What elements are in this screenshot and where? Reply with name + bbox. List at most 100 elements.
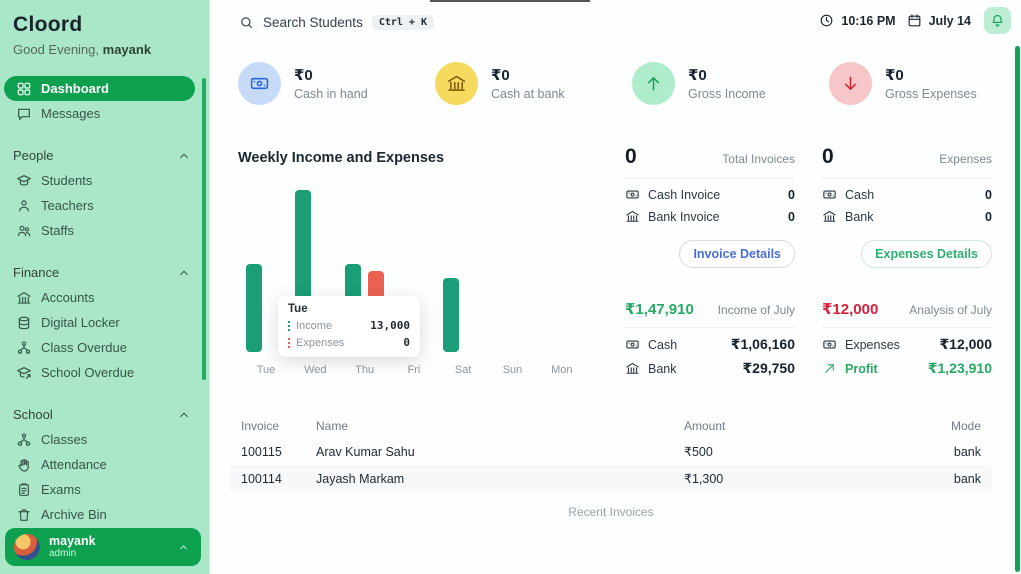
expenses-summary-panel: 0 Expenses Cash 0 Bank 0 Expenses Detail… bbox=[822, 145, 992, 268]
sidebar-item-staffs[interactable]: Staffs bbox=[4, 218, 195, 243]
sidebar-item-students[interactable]: Students bbox=[4, 168, 195, 193]
graduation-cap-icon bbox=[16, 173, 32, 189]
sidebar-item-label: Attendance bbox=[41, 457, 107, 472]
greeting: Good Evening, mayank bbox=[13, 42, 209, 57]
cash-expense-row: Cash 0 bbox=[822, 187, 992, 202]
cash-invoice-row: Cash Invoice 0 bbox=[625, 187, 795, 202]
total-invoices-label: Total Invoices bbox=[722, 152, 795, 166]
sidebar-item-label: Accounts bbox=[41, 290, 95, 305]
sidebar-item-label: Classes bbox=[41, 432, 88, 447]
bank-icon bbox=[446, 73, 467, 94]
sidebar-item-label: Class Overdue bbox=[41, 340, 127, 355]
income-total-label: Income of July bbox=[717, 303, 795, 317]
x-axis-label-thu: Thu bbox=[355, 364, 375, 376]
table-caption: Recent Invoices bbox=[568, 505, 654, 519]
table-row[interactable]: 100114 Jayash Markam ₹1,300 bank bbox=[230, 465, 992, 492]
current-date: July 14 bbox=[928, 13, 971, 28]
expenses-details-button[interactable]: Expenses Details bbox=[861, 240, 992, 268]
sidebar-item-exams[interactable]: Exams bbox=[4, 477, 195, 502]
main-content: Search Students Ctrl + K 10:16 PM July 1… bbox=[211, 0, 1021, 574]
sidebar-section-people[interactable]: People bbox=[0, 143, 209, 168]
sidebar-item-messages[interactable]: Messages bbox=[4, 101, 195, 126]
analysis-expenses-row: Expenses ₹12,000 bbox=[822, 336, 992, 353]
cash-icon bbox=[625, 187, 640, 202]
bank-icon bbox=[822, 209, 837, 224]
main-scrollbar[interactable] bbox=[1015, 46, 1020, 572]
sidebar-item-classes[interactable]: Classes bbox=[4, 427, 195, 452]
weekly-chart: Weekly Income and Expenses Tue Income 13… bbox=[238, 150, 616, 388]
arrow-up-icon bbox=[643, 73, 664, 94]
sidebar-item-class-overdue[interactable]: Class Overdue bbox=[4, 335, 195, 360]
x-axis-label-sat: Sat bbox=[454, 364, 472, 376]
stat-card-gross-income: ₹0 Gross Income bbox=[632, 62, 829, 105]
arrow-up-icon bbox=[632, 62, 675, 105]
cell-invoice: 100115 bbox=[241, 444, 282, 459]
sidebar-item-archive-bin[interactable]: Archive Bin bbox=[4, 502, 195, 527]
x-axis-label-mon: Mon bbox=[551, 364, 573, 376]
greeting-username: mayank bbox=[102, 42, 152, 57]
income-cash-value: ₹1,06,160 bbox=[730, 336, 795, 352]
sidebar-item-label: Messages bbox=[41, 106, 101, 121]
cash-icon bbox=[625, 337, 640, 352]
income-bar-tue[interactable] bbox=[246, 264, 262, 352]
analysis-total-label: Analysis of July bbox=[909, 303, 992, 317]
cash-icon bbox=[238, 62, 281, 105]
graduation-cap-arrow-icon bbox=[16, 365, 32, 381]
bank-icon bbox=[625, 361, 640, 376]
current-time: 10:16 PM bbox=[841, 13, 896, 28]
sidebar-item-label: Students bbox=[41, 173, 93, 188]
sidebar-item-label: Digital Locker bbox=[41, 315, 120, 330]
column-header-amount: Amount bbox=[684, 419, 726, 433]
section-label: School bbox=[13, 407, 53, 422]
cell-name: Arav Kumar Sahu bbox=[316, 444, 415, 459]
divider bbox=[625, 178, 795, 179]
shortcut-badge: Ctrl + K bbox=[371, 14, 434, 30]
analysis-profit-label: Profit bbox=[845, 361, 878, 376]
sidebar-item-attendance[interactable]: Attendance bbox=[4, 452, 195, 477]
divider bbox=[822, 178, 992, 179]
x-axis-label-sun: Sun bbox=[502, 364, 523, 376]
cash-expense-label: Cash bbox=[845, 187, 875, 202]
cell-mode: bank bbox=[953, 471, 981, 486]
sidebar-item-teachers[interactable]: Teachers bbox=[4, 193, 195, 218]
expenses-total-value: 0 bbox=[822, 145, 834, 168]
income-bar-sat[interactable] bbox=[443, 278, 460, 352]
expenses-total-label: Expenses bbox=[939, 152, 992, 166]
sidebar-scrollbar[interactable] bbox=[202, 78, 206, 380]
search-input[interactable]: Search Students Ctrl + K bbox=[239, 14, 434, 30]
chart-title: Weekly Income and Expenses bbox=[238, 150, 445, 166]
x-axis-label-wed: Wed bbox=[304, 364, 327, 376]
analysis-total-value: ₹12,000 bbox=[822, 301, 879, 318]
sidebar-item-label: Teachers bbox=[41, 198, 94, 213]
sidebar-item-label: Dashboard bbox=[41, 81, 109, 96]
sidebar-item-school-overdue[interactable]: School Overdue bbox=[4, 360, 195, 385]
sidebar-section-school[interactable]: School bbox=[0, 402, 209, 427]
sidebar-item-digital-locker[interactable]: Digital Locker bbox=[4, 310, 195, 335]
table-row[interactable]: 100115 Arav Kumar Sahu ₹500 bank bbox=[230, 438, 992, 465]
cash-icon bbox=[822, 337, 837, 352]
chevron-up-icon bbox=[178, 409, 190, 421]
bank-expense-value: 0 bbox=[985, 209, 992, 224]
sidebar-section-finance[interactable]: Finance bbox=[0, 260, 209, 285]
cash-icon bbox=[822, 187, 837, 202]
sidebar-item-dashboard[interactable]: Dashboard bbox=[4, 76, 195, 101]
clipboard-icon bbox=[16, 482, 32, 498]
bank-icon bbox=[625, 209, 640, 224]
clock-icon bbox=[819, 13, 834, 28]
invoice-details-button[interactable]: Invoice Details bbox=[679, 240, 795, 268]
sidebar-item-accounts[interactable]: Accounts bbox=[4, 285, 195, 310]
topbar-right: 10:16 PM July 14 bbox=[819, 7, 1011, 34]
chart-tooltip: Tue Income 13,000 Expenses 0 bbox=[278, 296, 420, 357]
user-name: mayank bbox=[49, 534, 96, 549]
analysis-expenses-value: ₹12,000 bbox=[939, 336, 992, 352]
column-header-invoice: Invoice bbox=[241, 419, 280, 433]
user-menu[interactable]: mayank admin bbox=[5, 528, 201, 566]
income-marker-icon bbox=[288, 320, 290, 331]
stat-card-cash-at-bank: ₹0 Cash at bank bbox=[435, 62, 632, 105]
arrow-down-icon bbox=[840, 73, 861, 94]
notifications-button[interactable] bbox=[984, 7, 1011, 34]
analysis-profit-value: ₹1,23,910 bbox=[927, 360, 992, 376]
tooltip-category: Tue bbox=[288, 303, 308, 315]
stat-card-value: ₹0 bbox=[885, 67, 904, 84]
